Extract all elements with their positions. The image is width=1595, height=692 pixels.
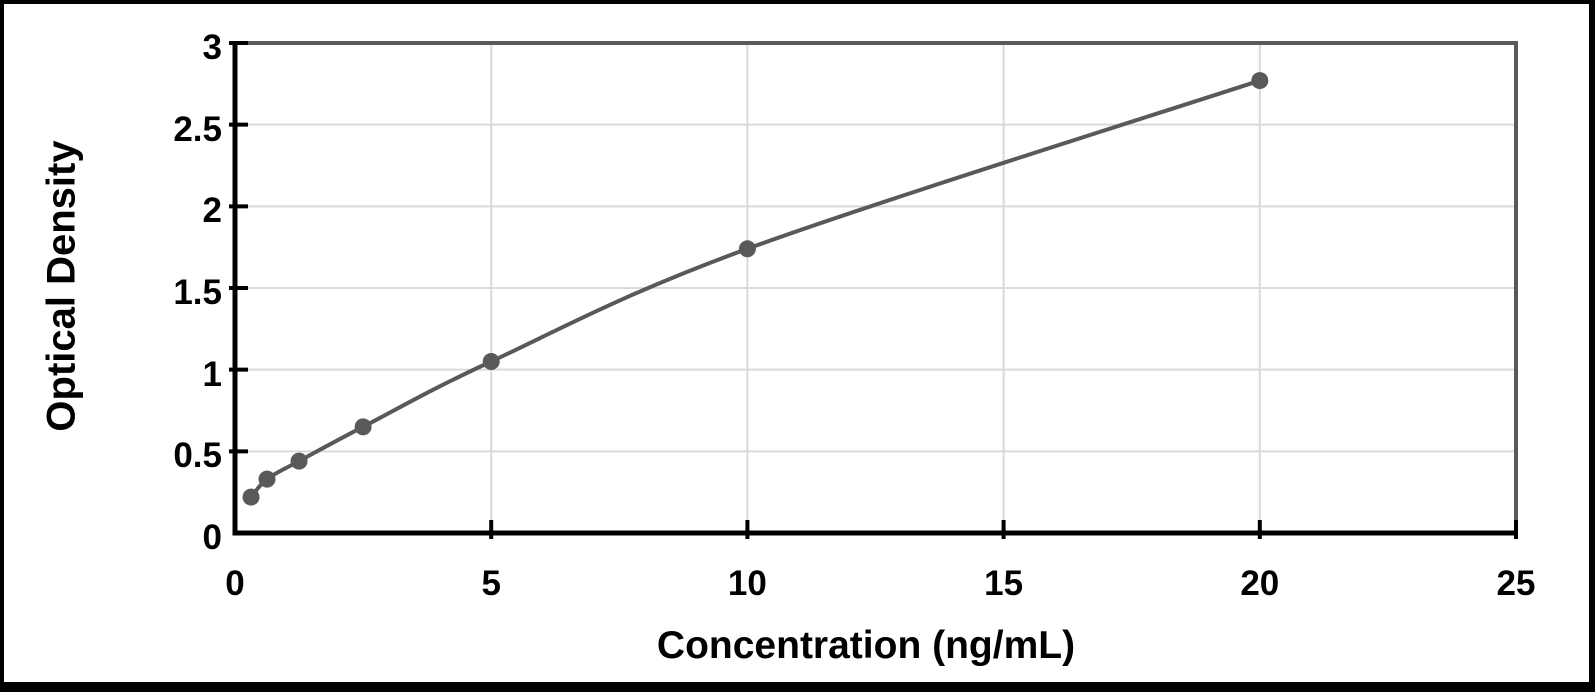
data-point-marker [354,418,372,436]
x-axis-title: Concentration (ng/mL) [656,624,1076,667]
x-tick-label: 10 [727,564,767,603]
y-tick-label: 2.5 [173,109,222,149]
data-point-marker [242,488,260,506]
x-tick-label: 20 [1240,564,1280,603]
data-point-marker [1251,72,1269,90]
y-tick-label: 1.5 [173,273,222,312]
y-tick-label: 0 [202,518,222,557]
y-axis-title: Optical Density [39,140,84,432]
data-point-marker [482,353,500,370]
y-tick-label: 1 [202,354,222,394]
x-tick-label: 15 [984,564,1024,603]
y-tick-label: 2 [202,191,222,231]
x-tick-label: 25 [1496,564,1536,603]
data-point-marker [290,452,308,470]
data-point-marker [258,470,276,488]
y-tick-label: 0.5 [173,436,222,476]
plot-frame [235,41,1518,533]
x-tick-label: 0 [225,564,245,603]
x-tick-label: 5 [481,564,501,603]
data-point-marker [738,240,756,258]
y-tick-label: 3 [202,28,222,67]
